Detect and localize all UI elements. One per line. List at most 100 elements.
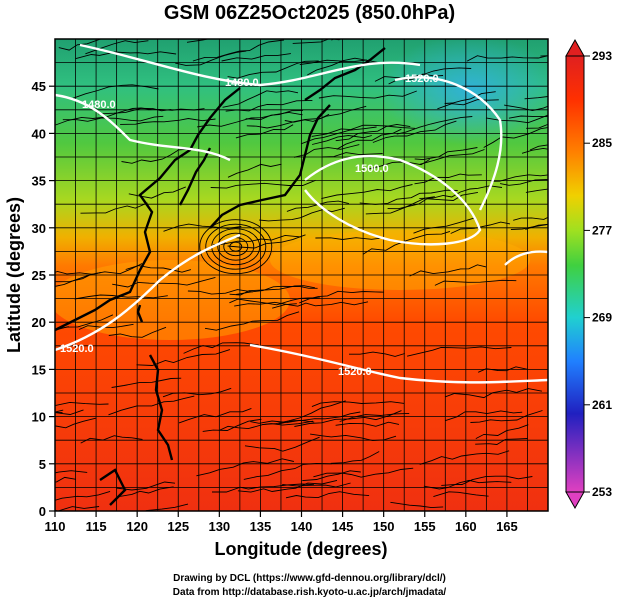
streamline	[192, 39, 285, 62]
streamline	[321, 184, 413, 200]
streamline	[292, 39, 342, 44]
streamline	[55, 271, 93, 275]
streamline	[524, 96, 548, 100]
streamline	[390, 501, 444, 509]
streamline	[243, 462, 332, 480]
streamline	[244, 436, 320, 452]
streamline	[116, 486, 174, 498]
coastline-japan	[209, 104, 331, 229]
streamline	[55, 470, 88, 474]
x-tick-label: 155	[414, 519, 436, 534]
contour-line	[79, 43, 421, 87]
streamline	[183, 342, 259, 354]
streamline	[315, 237, 384, 240]
y-tick-label: 45	[32, 79, 46, 94]
streamline	[120, 118, 216, 125]
streamline	[300, 126, 377, 145]
streamline	[445, 410, 523, 422]
streamline	[413, 217, 474, 234]
streamline	[55, 314, 114, 330]
contour-label: 1520.0	[338, 366, 372, 378]
streamline	[187, 289, 253, 295]
streamline	[144, 503, 189, 511]
coastline-asia-mainland	[55, 87, 241, 332]
x-tick-label: 125	[167, 519, 189, 534]
streamline	[55, 263, 143, 283]
streamline	[55, 409, 84, 415]
x-tick-label: 115	[86, 519, 107, 534]
streamline	[318, 90, 417, 99]
coastline-philippines	[148, 354, 174, 461]
streamline	[414, 147, 478, 161]
colorbar-tick-label: 253	[592, 485, 612, 499]
y-tick-label: 0	[39, 504, 46, 519]
chart-title: GSM 06Z25Oct2025 (850.0hPa)	[163, 2, 456, 24]
streamline	[175, 50, 247, 66]
contour-line	[394, 76, 503, 211]
streamline	[529, 144, 548, 151]
streamline	[299, 57, 378, 65]
streamline	[98, 107, 172, 115]
streamline	[433, 491, 489, 498]
coastlines	[55, 47, 386, 506]
streamline	[55, 490, 111, 501]
y-tick-label: 10	[32, 410, 46, 425]
streamline-swirl	[199, 219, 273, 275]
colorbar-tick-label: 293	[592, 49, 612, 63]
temperature-field	[55, 39, 548, 511]
streamline	[311, 124, 415, 137]
y-tick-label: 20	[32, 315, 46, 330]
streamline	[128, 186, 186, 199]
streamline	[362, 230, 451, 255]
streamline	[311, 401, 405, 408]
contour-label: 1520.0	[405, 73, 439, 85]
streamline	[419, 149, 485, 165]
streamline	[330, 451, 380, 464]
colorbar-tick-label: 269	[592, 311, 612, 325]
streamline	[148, 108, 205, 111]
streamline	[307, 59, 367, 76]
streamline	[521, 147, 548, 154]
streamline	[55, 506, 100, 511]
streamline	[196, 458, 295, 477]
y-tick-label: 5	[39, 457, 46, 472]
streamline	[229, 297, 320, 306]
streamline-swirl	[229, 241, 243, 252]
y-tick-label: 15	[32, 362, 46, 377]
streamline	[116, 481, 176, 491]
map-grid	[55, 39, 548, 511]
streamline	[284, 105, 367, 123]
streamline	[55, 401, 109, 407]
streamline	[262, 400, 346, 426]
streamline	[437, 99, 499, 110]
streamline	[221, 53, 291, 62]
streamline	[485, 114, 548, 124]
streamline	[299, 290, 385, 304]
colorbar-bottom-arrow	[565, 491, 585, 510]
y-tick-label: 30	[32, 221, 46, 236]
contour-line	[55, 93, 231, 162]
contour-label: 1520.0	[60, 343, 94, 355]
streamline	[310, 433, 397, 442]
streamline	[490, 174, 548, 182]
streamline	[470, 410, 543, 423]
contour-line	[504, 250, 548, 266]
streamline	[162, 387, 232, 398]
height-contours	[55, 43, 548, 384]
colorbar-top-arrow	[565, 38, 585, 57]
y-tick-label: 40	[32, 126, 46, 141]
x-tick-label: 110	[45, 519, 66, 534]
streamline	[508, 115, 548, 119]
streamline	[108, 326, 167, 338]
streamline	[331, 39, 335, 41]
streamline	[80, 435, 143, 444]
x-axis-label: Longitude (degrees)	[214, 539, 387, 559]
coastline-taiwan	[136, 304, 144, 323]
streamline	[311, 135, 372, 145]
x-axis-ticks: 110 115 120 125 130 135 140 145 150 155 160 165	[45, 511, 518, 534]
streamline	[227, 163, 282, 178]
x-tick-label: 165	[496, 519, 518, 534]
streamline	[372, 120, 457, 143]
streamline	[108, 395, 195, 416]
streamline	[396, 116, 473, 135]
